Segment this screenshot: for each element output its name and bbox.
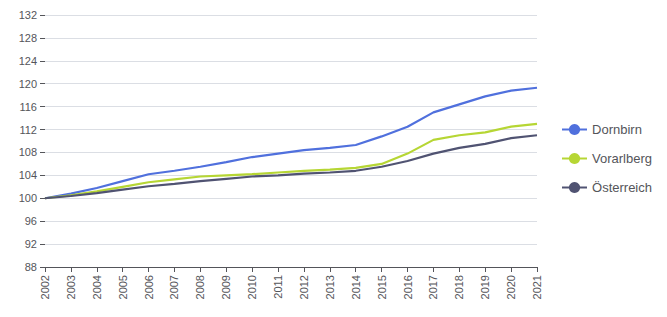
svg-text:100: 100	[19, 192, 37, 204]
svg-text:2011: 2011	[272, 275, 284, 299]
svg-text:2003: 2003	[65, 275, 77, 299]
svg-text:2013: 2013	[324, 275, 336, 299]
svg-text:132: 132	[19, 9, 37, 21]
svg-text:2002: 2002	[39, 275, 51, 299]
svg-text:96: 96	[25, 215, 37, 227]
svg-text:120: 120	[19, 78, 37, 90]
svg-text:2005: 2005	[117, 275, 129, 299]
svg-text:2020: 2020	[505, 275, 517, 299]
svg-text:2016: 2016	[402, 275, 414, 299]
svg-text:2021: 2021	[531, 275, 543, 299]
svg-text:2009: 2009	[220, 275, 232, 299]
svg-text:2007: 2007	[168, 275, 180, 299]
svg-text:124: 124	[19, 55, 37, 67]
svg-text:Vorarlberg: Vorarlberg	[592, 151, 652, 166]
svg-text:2014: 2014	[350, 275, 362, 299]
svg-text:2015: 2015	[376, 275, 388, 299]
svg-text:Österreich: Österreich	[592, 180, 652, 195]
svg-text:2018: 2018	[453, 275, 465, 299]
svg-text:104: 104	[19, 169, 37, 181]
svg-text:2010: 2010	[246, 275, 258, 299]
svg-text:2006: 2006	[143, 275, 155, 299]
svg-text:Dornbirn: Dornbirn	[592, 122, 642, 137]
svg-text:92: 92	[25, 238, 37, 250]
svg-text:2017: 2017	[427, 275, 439, 299]
svg-text:116: 116	[19, 101, 37, 113]
svg-text:112: 112	[19, 124, 37, 136]
svg-text:128: 128	[19, 32, 37, 44]
svg-text:2012: 2012	[298, 275, 310, 299]
svg-text:2004: 2004	[91, 275, 103, 299]
svg-text:108: 108	[19, 146, 37, 158]
svg-text:2019: 2019	[479, 275, 491, 299]
svg-text:2008: 2008	[194, 275, 206, 299]
svg-text:88: 88	[25, 261, 37, 273]
